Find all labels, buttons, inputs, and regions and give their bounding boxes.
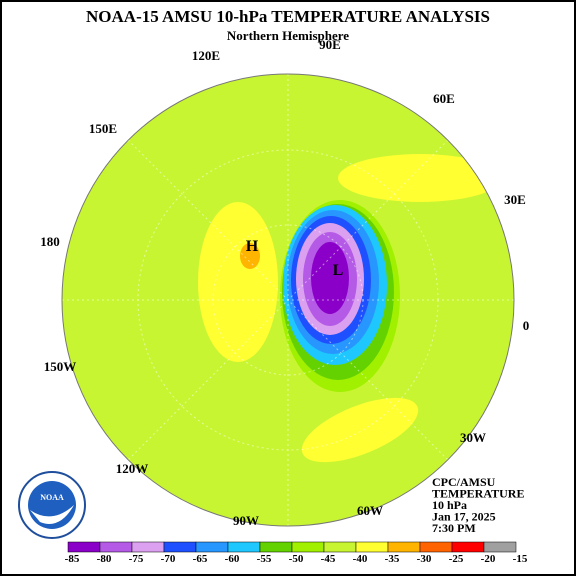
- colorbar-label: -55: [257, 553, 272, 565]
- info-line: TEMPERATURE: [432, 487, 524, 501]
- longitude-label: 180: [40, 234, 60, 249]
- colorbar-segment: [131, 541, 165, 553]
- info-line: CPC/AMSU: [432, 475, 496, 489]
- colorbar-label: -85: [65, 553, 80, 565]
- colorbar-label: -40: [353, 553, 368, 565]
- colorbar-label: -70: [161, 553, 176, 565]
- longitude-label: 30W: [460, 430, 486, 445]
- longitude-label: 60W: [357, 503, 383, 518]
- colorbar-label: -50: [289, 553, 304, 565]
- colorbar-label: -15: [513, 553, 528, 565]
- svg-text:NOAA: NOAA: [40, 493, 64, 502]
- colorbar-label: -30: [417, 553, 432, 565]
- colorbar-label: -25: [449, 553, 464, 565]
- colorbar-segment: [483, 541, 517, 553]
- colorbar-label: -45: [321, 553, 336, 565]
- map-disk: [62, 74, 514, 526]
- longitude-label: 150E: [89, 121, 117, 136]
- subtitle: Northern Hemisphere: [227, 28, 349, 43]
- colorbar-segment: [451, 541, 485, 553]
- colorbar-label: -60: [225, 553, 240, 565]
- low-label: L: [333, 262, 344, 279]
- longitude-label: 120W: [116, 461, 149, 476]
- colorbar-label: -20: [481, 553, 496, 565]
- title: NOAA-15 AMSU 10-hPa TEMPERATURE ANALYSIS: [86, 7, 490, 26]
- colorbar-segment: [323, 541, 357, 553]
- longitude-label: 30E: [504, 192, 526, 207]
- high-label: H: [246, 238, 259, 255]
- colorbar-label: -35: [385, 553, 400, 565]
- longitude-label: 0: [523, 318, 530, 333]
- longitude-label: 60E: [433, 91, 455, 106]
- colorbar-label: -80: [97, 553, 112, 565]
- colorbar-segment: [99, 541, 133, 553]
- info-line: Jan 17, 2025: [432, 510, 496, 524]
- info-line: 10 hPa: [432, 498, 467, 512]
- colorbar-segment: [355, 541, 389, 553]
- colorbar-segment: [259, 541, 293, 553]
- longitude-label: 90E: [319, 37, 341, 52]
- colorbar-segment: [387, 541, 421, 553]
- colorbar-segment: [291, 541, 325, 553]
- colorbar-segment: [419, 541, 453, 553]
- info-line: 7:30 PM: [432, 521, 476, 535]
- colorbar-segment: [227, 541, 261, 553]
- colorbar-segment: [195, 541, 229, 553]
- colorbar-segment: [67, 541, 101, 553]
- colorbar-segment: [163, 541, 197, 553]
- longitude-label: 90W: [233, 513, 259, 528]
- colorbar-label: -65: [193, 553, 208, 565]
- longitude-label: 120E: [192, 48, 220, 63]
- longitude-label: 150W: [44, 359, 77, 374]
- noaa-logo: NOAA: [18, 471, 86, 539]
- colorbar-label: -75: [129, 553, 144, 565]
